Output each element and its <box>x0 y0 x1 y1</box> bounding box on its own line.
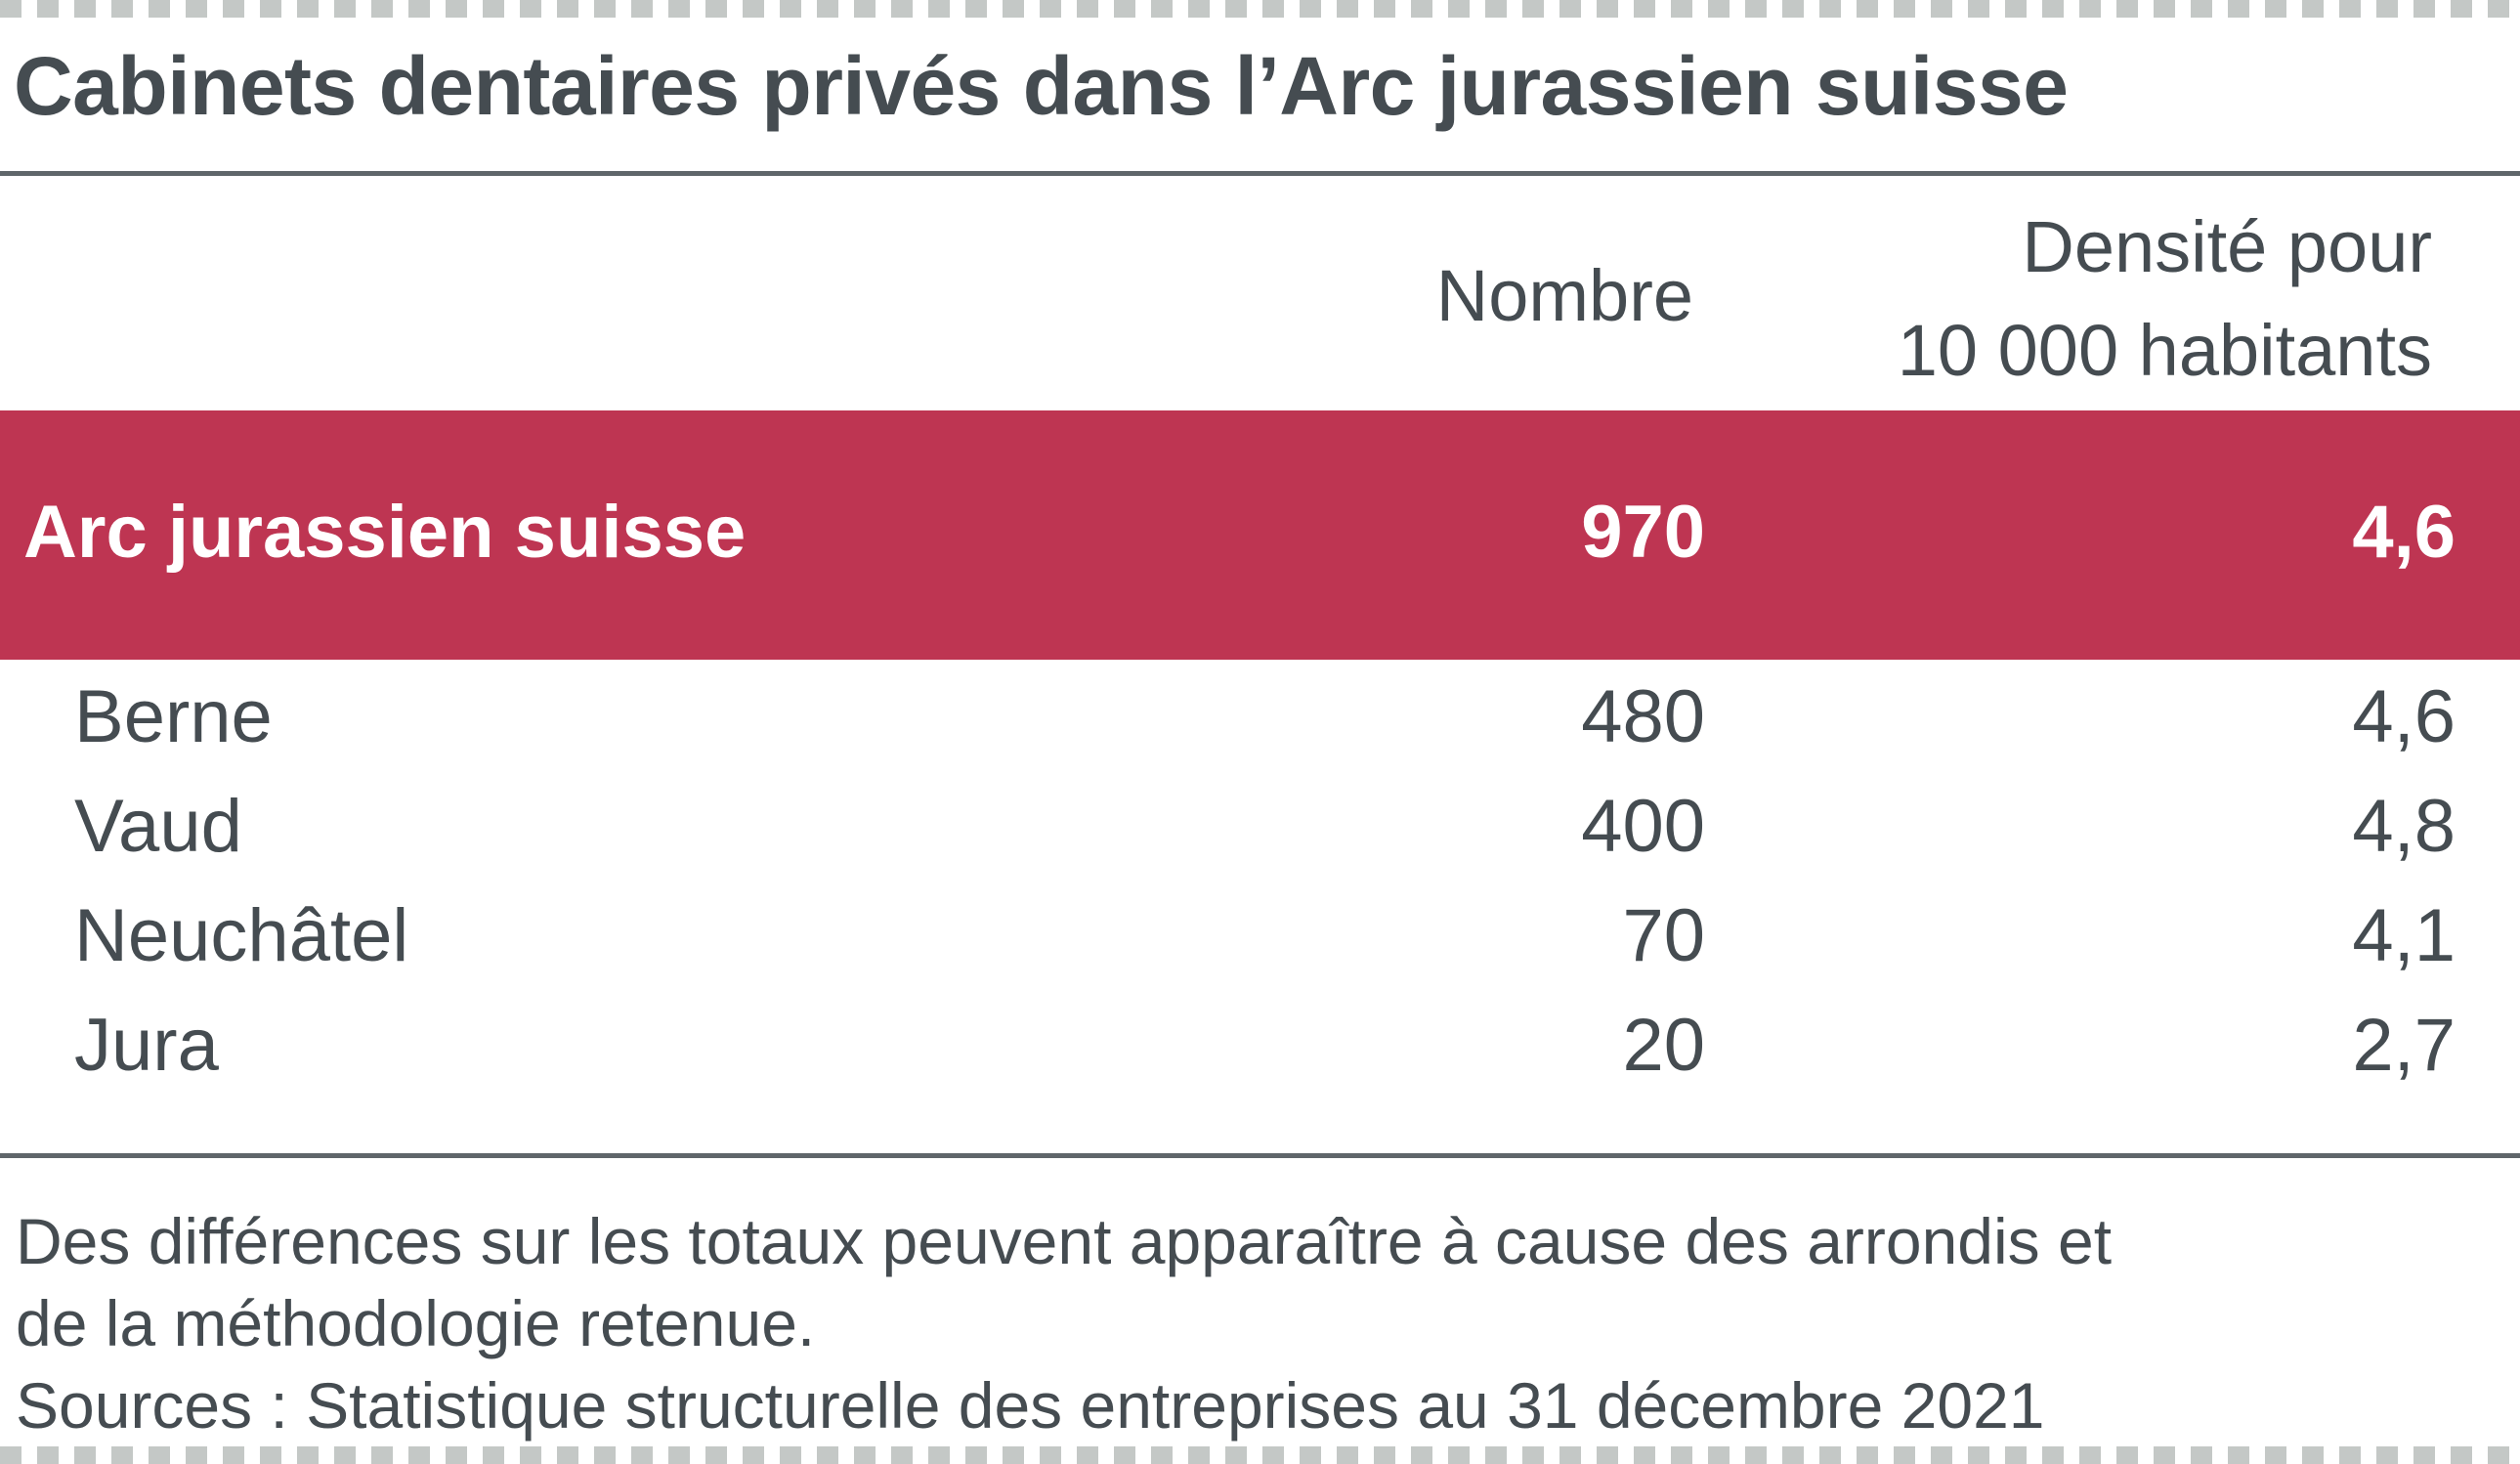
bottom-dashed-border <box>0 1446 2520 1464</box>
row-label: Vaud <box>74 785 242 868</box>
row-label: Neuchâtel <box>74 894 409 977</box>
table-row: Jura 20 2,7 <box>0 991 2520 1100</box>
footnote-line1: Des différences sur les totaux peuvent a… <box>16 1205 2113 1277</box>
row-label: Jura <box>74 1004 219 1087</box>
total-row-background <box>0 410 2520 660</box>
row-densite: 2,7 <box>2352 1004 2456 1087</box>
table-row: Neuchâtel 70 4,1 <box>0 882 2520 991</box>
row-densite: 4,1 <box>2352 894 2456 977</box>
total-row-label: Arc jurassien suisse <box>23 491 747 574</box>
header-rule <box>0 171 2520 176</box>
table-title: Cabinets dentaires privés dans l’Arc jur… <box>14 40 2069 132</box>
footnote-line2: de la méthodologie retenue. <box>16 1287 816 1359</box>
column-header-densite: Densité pour 10 000 habitants <box>1898 195 2432 403</box>
footnotes: Des différences sur les totaux peuvent a… <box>16 1200 2112 1446</box>
column-header-densite-line1: Densité pour <box>2022 206 2432 287</box>
column-header-nombre: Nombre <box>1435 255 1693 336</box>
table-body: Berne 480 4,6 Vaud 400 4,8 Neuchâtel 70 … <box>0 663 2520 1100</box>
row-densite: 4,8 <box>2352 785 2456 868</box>
table-row: Vaud 400 4,8 <box>0 772 2520 882</box>
row-nombre: 400 <box>1581 785 1705 868</box>
row-densite: 4,6 <box>2352 675 2456 758</box>
row-nombre: 480 <box>1581 675 1705 758</box>
row-nombre: 70 <box>1622 894 1705 977</box>
total-row-nombre: 970 <box>1581 491 1705 574</box>
column-header-densite-line2: 10 000 habitants <box>1897 310 2432 391</box>
row-nombre: 20 <box>1622 1004 1705 1087</box>
table-row: Berne 480 4,6 <box>0 663 2520 772</box>
top-dashed-border <box>0 0 2520 18</box>
row-label: Berne <box>74 675 273 758</box>
sources-note: Sources : Statistique structurelle des e… <box>16 1369 2045 1442</box>
total-row-densite: 4,6 <box>2352 491 2456 574</box>
footer-rule <box>0 1153 2520 1158</box>
